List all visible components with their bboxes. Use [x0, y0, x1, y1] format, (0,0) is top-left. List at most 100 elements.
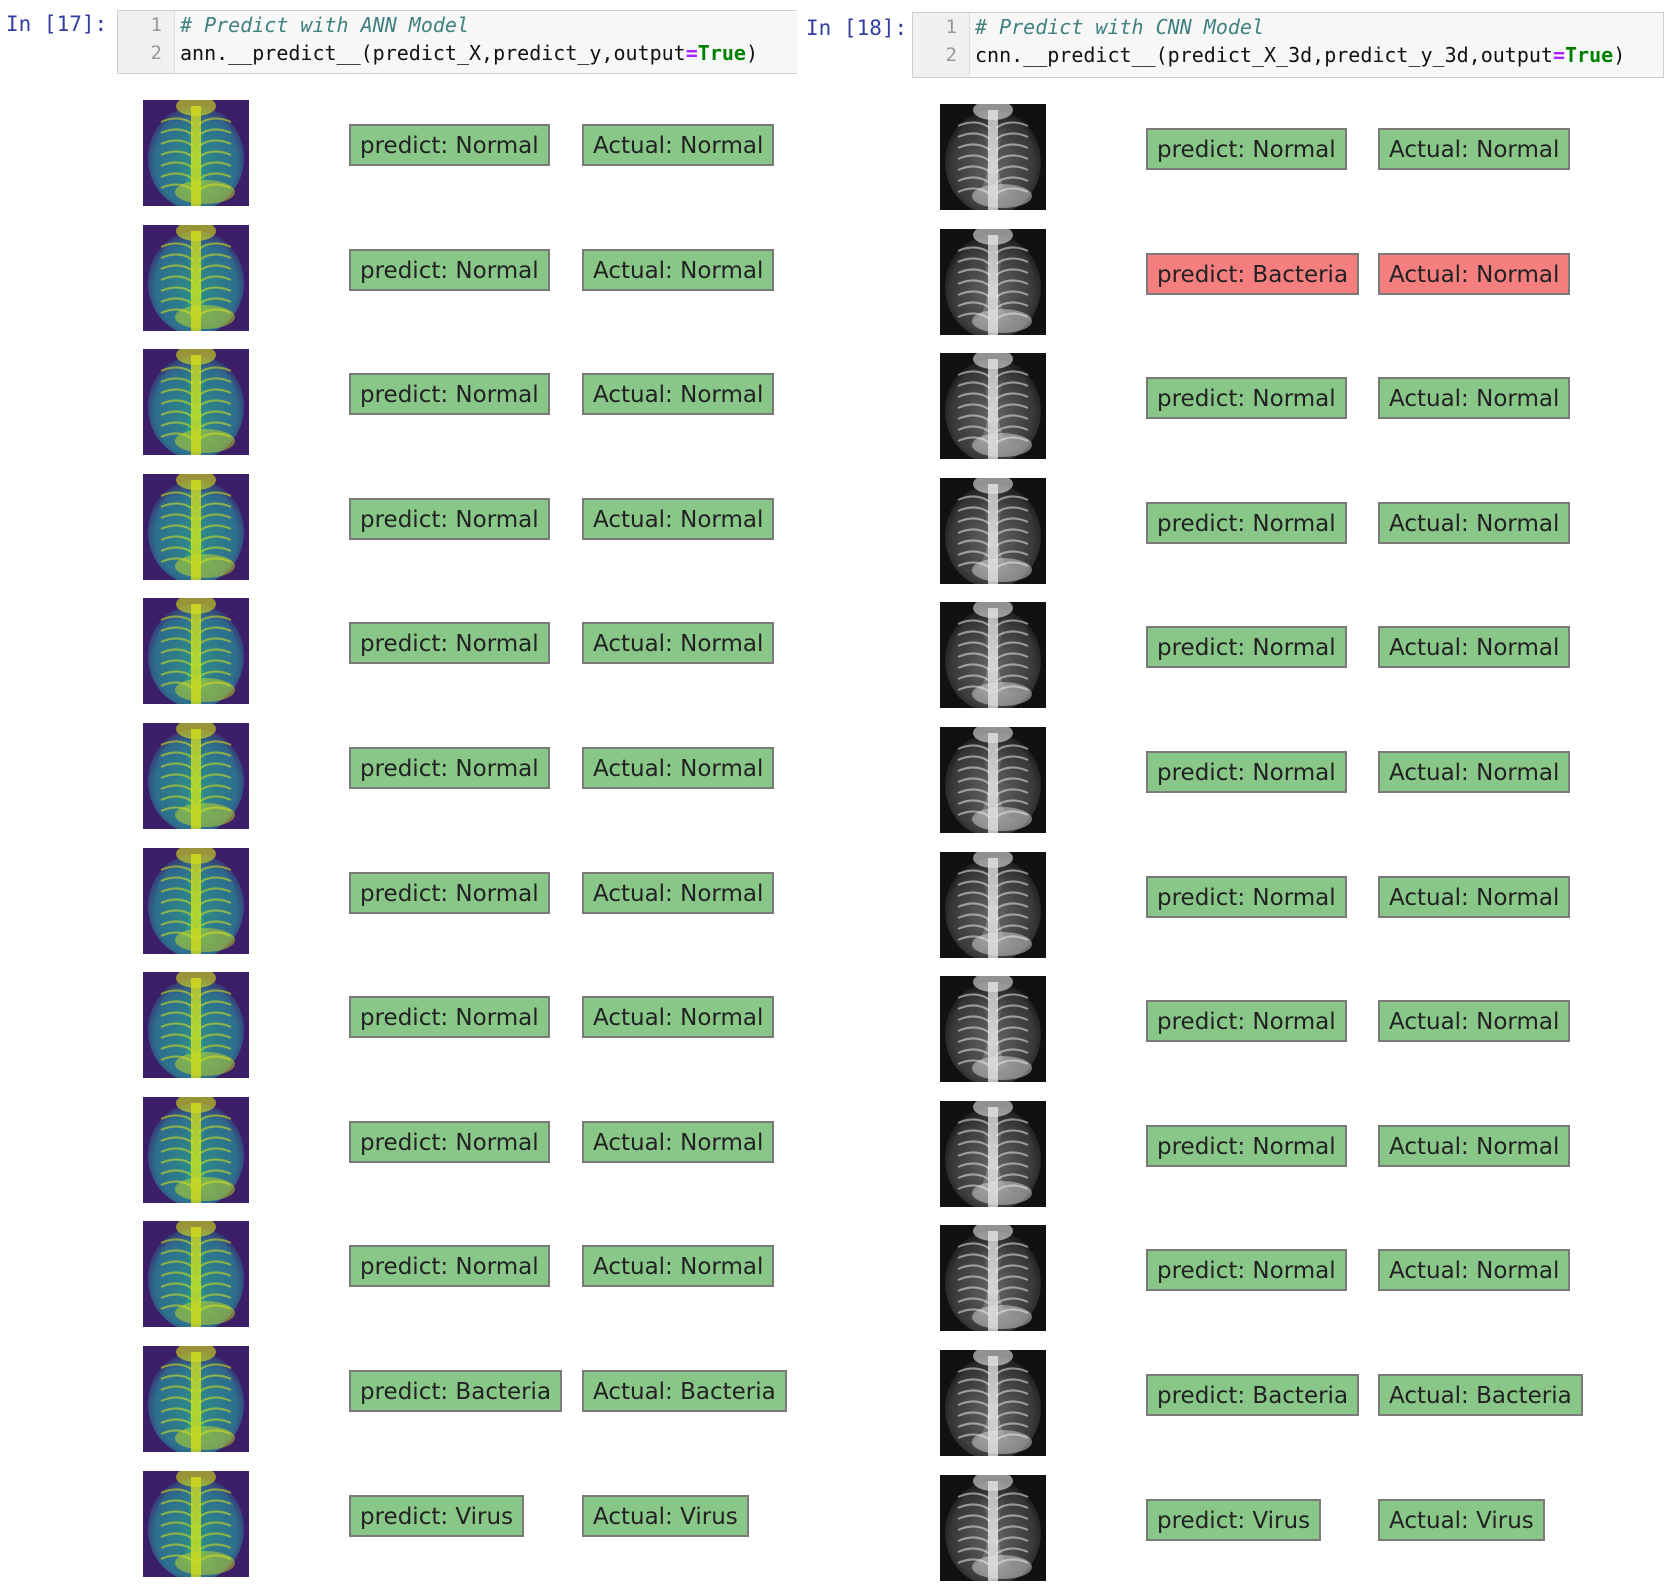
prediction-row: predict: Normal Actual: Normal	[800, 976, 1667, 1083]
code-operator: =	[685, 41, 698, 65]
xray-thumbnail	[143, 1221, 249, 1328]
predict-label: predict: Normal	[1146, 377, 1347, 420]
code-call-prefix: ann.__predict__(predict_X,predict_y,outp…	[180, 41, 686, 65]
predict-label: predict: Normal	[349, 1120, 550, 1163]
actual-label: Actual: Normal	[582, 248, 775, 291]
actual-label: Actual: Normal	[582, 497, 775, 540]
cell-prompt: In [17]:	[6, 12, 108, 36]
predict-label: predict: Normal	[349, 248, 550, 291]
xray-thumbnail	[143, 723, 249, 829]
predict-label: predict: Normal	[1146, 751, 1347, 793]
prediction-row: predict: Normal Actual: Normal	[0, 723, 800, 829]
prediction-row: predict: Normal Actual: Normal	[800, 353, 1667, 460]
actual-label: Actual: Normal	[1378, 1000, 1571, 1043]
actual-label: Actual: Normal	[582, 996, 775, 1039]
prediction-row: predict: Normal Actual: Normal	[0, 1221, 800, 1328]
predict-label: predict: Normal	[1146, 1124, 1347, 1167]
xray-thumbnail	[143, 598, 249, 705]
code-editor[interactable]: 1 2 # Predict with ANN Model ann.__predi…	[117, 10, 797, 74]
predict-label: predict: Normal	[349, 124, 550, 166]
xray-thumbnail	[143, 1346, 249, 1452]
code-comment-line: # Predict with ANN Model	[180, 13, 469, 37]
code-operator: =	[1552, 43, 1566, 67]
notebook-cell-cnn: In [18]: 1 2 # Predict with CNN Model cn…	[800, 0, 1667, 1593]
code-lines: # Predict with ANN Model ann.__predict__…	[180, 11, 797, 67]
xray-thumbnail	[940, 976, 1046, 1083]
xray-thumbnail	[940, 851, 1046, 958]
actual-label: Actual: Virus	[582, 1494, 749, 1537]
code-call-line: ann.__predict__(predict_X,predict_y,outp…	[180, 39, 797, 67]
code-call-close: )	[1613, 43, 1626, 67]
xray-thumbnail	[143, 1470, 249, 1577]
xray-thumbnail	[940, 477, 1046, 584]
xray-thumbnail	[940, 353, 1046, 460]
xray-thumbnail	[940, 1350, 1046, 1456]
code-keyword-true: True	[697, 41, 746, 65]
xray-thumbnail	[143, 473, 249, 580]
actual-label: Actual: Normal	[1378, 1249, 1571, 1292]
code-call-prefix: cnn.__predict__(predict_X_3d,predict_y_3…	[975, 43, 1553, 67]
predict-label: predict: Normal	[349, 996, 550, 1039]
prediction-row: predict: Normal Actual: Normal	[800, 1225, 1667, 1332]
prediction-row: predict: Normal Actual: Normal	[800, 602, 1667, 709]
xray-thumbnail	[143, 1096, 249, 1203]
actual-label: Actual: Normal	[1378, 377, 1571, 420]
predict-label: predict: Normal	[1146, 626, 1347, 669]
prediction-row: predict: Normal Actual: Normal	[800, 727, 1667, 833]
xray-thumbnail	[940, 1100, 1046, 1207]
actual-label: Actual: Normal	[1378, 875, 1571, 918]
xray-thumbnail	[940, 228, 1046, 335]
predict-label: predict: Normal	[1146, 1000, 1347, 1043]
xray-thumbnail	[940, 602, 1046, 709]
code-lines: # Predict with CNN Model cnn.__predict__…	[975, 13, 1663, 69]
cell-prompt: In [18]:	[806, 16, 908, 40]
predict-label: predict: Normal	[1146, 1249, 1347, 1292]
xray-thumbnail	[143, 972, 249, 1079]
prediction-row: predict: Normal Actual: Normal	[800, 477, 1667, 584]
predict-label: predict: Bacteria	[349, 1370, 563, 1412]
actual-label: Actual: Virus	[1378, 1498, 1545, 1541]
code-keyword-true: True	[1565, 43, 1614, 67]
code-editor[interactable]: 1 2 # Predict with CNN Model cnn.__predi…	[912, 12, 1664, 78]
line-number: 1	[150, 14, 162, 36]
prediction-row: predict: Normal Actual: Normal	[0, 847, 800, 954]
actual-label: Actual: Bacteria	[1378, 1374, 1583, 1416]
line-number: 2	[150, 42, 162, 64]
xray-thumbnail	[940, 1225, 1046, 1332]
prediction-row: predict: Bacteria Actual: Bacteria	[0, 1346, 800, 1452]
predict-label: predict: Normal	[1146, 875, 1347, 918]
xray-thumbnail	[143, 847, 249, 954]
actual-label: Actual: Normal	[582, 373, 775, 416]
actual-label: Actual: Normal	[1378, 252, 1571, 295]
actual-label: Actual: Normal	[582, 871, 775, 914]
actual-label: Actual: Normal	[1378, 626, 1571, 669]
prediction-row: predict: Normal Actual: Normal	[800, 851, 1667, 958]
predict-label: predict: Normal	[349, 1245, 550, 1288]
actual-label: Actual: Normal	[1378, 1124, 1571, 1167]
xray-thumbnail	[143, 349, 249, 456]
prediction-row: predict: Virus Actual: Virus	[0, 1470, 800, 1577]
predict-label: predict: Normal	[349, 373, 550, 416]
line-number: 2	[945, 44, 957, 66]
prediction-row: predict: Bacteria Actual: Bacteria	[800, 1350, 1667, 1456]
notebook-cell-ann: In [17]: 1 2 # Predict with ANN Model an…	[0, 0, 800, 1593]
predict-label: predict: Virus	[349, 1494, 525, 1537]
prediction-row: predict: Normal Actual: Normal	[0, 349, 800, 456]
predict-label: predict: Normal	[349, 497, 550, 540]
actual-label: Actual: Normal	[582, 124, 775, 166]
actual-label: Actual: Normal	[582, 1120, 775, 1163]
prediction-row: predict: Bacteria Actual: Normal	[800, 228, 1667, 335]
prediction-row: predict: Virus Actual: Virus	[800, 1474, 1667, 1581]
actual-label: Actual: Normal	[1378, 501, 1571, 544]
xray-thumbnail	[940, 727, 1046, 833]
xray-thumbnail	[143, 224, 249, 331]
prediction-row: predict: Normal Actual: Normal	[0, 1096, 800, 1203]
xray-thumbnail	[940, 1474, 1046, 1581]
line-number-gutter: 1 2	[118, 11, 175, 73]
prediction-row: predict: Normal Actual: Normal	[800, 104, 1667, 210]
actual-label: Actual: Normal	[1378, 751, 1571, 793]
code-call-line: cnn.__predict__(predict_X_3d,predict_y_3…	[975, 41, 1663, 69]
actual-label: Actual: Bacteria	[582, 1370, 787, 1412]
actual-label: Actual: Normal	[582, 622, 775, 665]
prediction-row: predict: Normal Actual: Normal	[0, 100, 800, 206]
